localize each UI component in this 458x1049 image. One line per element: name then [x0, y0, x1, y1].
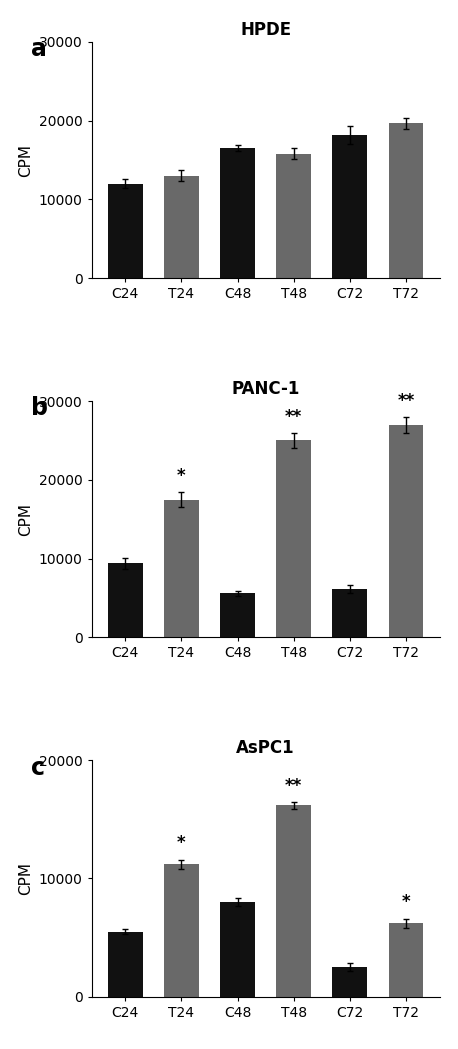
- Bar: [164, 176, 199, 278]
- Bar: [388, 123, 423, 278]
- Bar: [333, 967, 367, 997]
- Bar: [276, 154, 311, 278]
- Text: *: *: [177, 467, 186, 485]
- Y-axis label: CPM: CPM: [18, 862, 33, 895]
- Text: **: **: [398, 391, 414, 410]
- Text: **: **: [285, 407, 302, 426]
- Bar: [276, 441, 311, 638]
- Text: a: a: [31, 37, 47, 61]
- Y-axis label: CPM: CPM: [18, 144, 33, 176]
- Bar: [220, 902, 255, 997]
- Bar: [276, 806, 311, 997]
- Bar: [164, 499, 199, 638]
- Bar: [388, 923, 423, 997]
- Text: *: *: [177, 834, 186, 853]
- Text: b: b: [31, 397, 48, 421]
- Title: AsPC1: AsPC1: [236, 740, 295, 757]
- Y-axis label: CPM: CPM: [18, 502, 33, 536]
- Title: HPDE: HPDE: [240, 21, 291, 39]
- Bar: [108, 932, 143, 997]
- Title: PANC-1: PANC-1: [231, 380, 300, 399]
- Bar: [333, 588, 367, 638]
- Text: c: c: [31, 755, 45, 779]
- Bar: [388, 425, 423, 638]
- Text: **: **: [285, 776, 302, 794]
- Text: *: *: [402, 894, 410, 912]
- Bar: [108, 563, 143, 638]
- Bar: [220, 148, 255, 278]
- Bar: [333, 135, 367, 278]
- Bar: [108, 184, 143, 278]
- Bar: [220, 594, 255, 638]
- Bar: [164, 864, 199, 997]
